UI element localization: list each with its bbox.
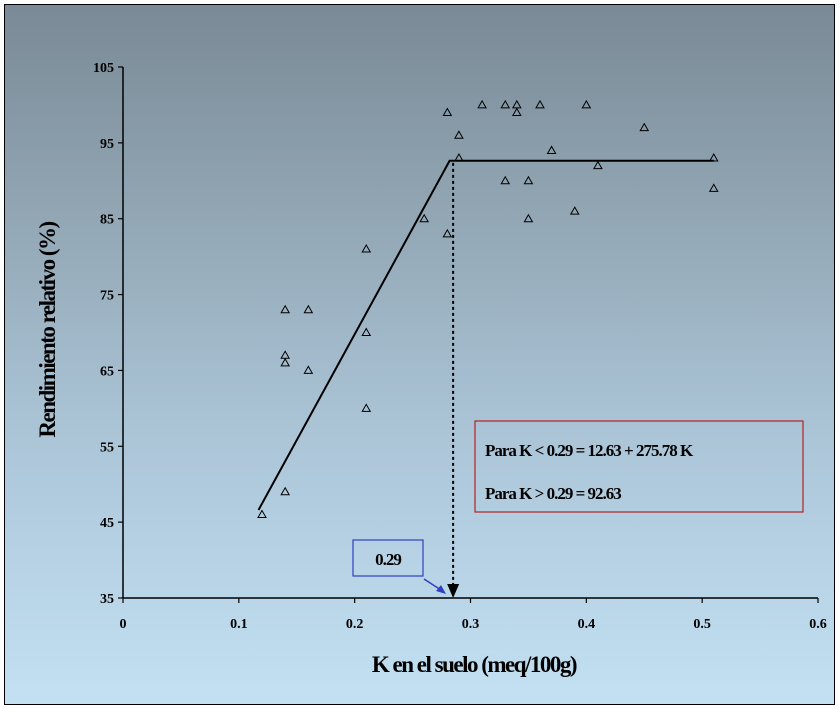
label-pointer-line <box>423 578 442 591</box>
x-tick-label-3: 0.3 <box>462 617 480 632</box>
equation-below-breakpoint: Para K < 0.29 = 12.63 + 275.78 K <box>485 441 694 460</box>
breakpoint-group <box>423 162 460 598</box>
data-point-5 <box>303 304 314 314</box>
breakpoint-label-frame <box>352 539 424 577</box>
x-tick-label-4: 0.4 <box>578 617 596 632</box>
y-axis-title: Rendimiento relativo (%) <box>35 222 60 438</box>
fit-line <box>257 159 714 511</box>
label-pointer-arrowhead <box>436 585 446 594</box>
y-tick-label-7: 105 <box>93 61 114 76</box>
breakpoint-label: 0.29 <box>375 550 401 569</box>
data-point-6 <box>303 365 314 374</box>
equation-box: Para K < 0.29 = 12.63 + 275.78 K Para K … <box>474 420 804 513</box>
y-tick-label-1: 45 <box>100 516 114 531</box>
x-tick-label-6: 0.6 <box>809 617 827 632</box>
data-point-14 <box>454 153 464 162</box>
data-point-18 <box>511 99 522 109</box>
data-point-15 <box>477 99 487 109</box>
data-points <box>257 99 719 519</box>
data-point-29 <box>708 183 719 192</box>
data-point-20 <box>523 175 534 185</box>
data-point-1 <box>280 304 291 314</box>
equation-box-frame <box>474 420 804 513</box>
x-tick-label-5: 0.5 <box>693 617 711 632</box>
data-point-11 <box>442 107 453 117</box>
data-point-21 <box>523 213 534 223</box>
x-tick-label-1: 0.1 <box>230 617 248 632</box>
y-tick-label-2: 55 <box>100 440 114 455</box>
data-point-7 <box>361 244 372 253</box>
data-point-10 <box>419 213 430 223</box>
data-point-3 <box>280 357 291 367</box>
data-point-17 <box>500 175 511 185</box>
data-point-22 <box>535 99 545 109</box>
data-point-13 <box>454 130 464 139</box>
data-point-25 <box>581 99 592 109</box>
tick-marks <box>118 66 819 603</box>
y-tick-label-6: 95 <box>100 137 114 152</box>
equation-above-breakpoint: Para K > 0.29 = 92.63 <box>485 484 621 503</box>
breakpoint-label-box: 0.29 <box>352 539 424 577</box>
x-axis-title: K en el suelo (meq/100g) <box>372 652 577 677</box>
data-point-16 <box>500 99 511 109</box>
data-point-24 <box>569 206 580 215</box>
chart-area <box>4 4 835 705</box>
data-point-4 <box>280 486 291 496</box>
data-point-26 <box>593 160 603 170</box>
axes <box>122 67 818 599</box>
data-point-2 <box>280 350 291 359</box>
x-tick-label-0: 0 <box>120 617 127 632</box>
data-point-19 <box>511 107 522 117</box>
y-tick-labels: 35 45 55 65 75 85 95 105 <box>93 61 114 607</box>
x-tick-label-2: 0.2 <box>346 617 364 632</box>
data-point-12 <box>442 228 453 238</box>
y-tick-label-0: 35 <box>100 592 114 607</box>
fit-line-group <box>257 159 714 511</box>
y-tick-label-4: 75 <box>100 289 114 304</box>
y-tick-label-5: 85 <box>100 213 114 228</box>
data-point-28 <box>708 153 719 162</box>
data-point-27 <box>639 122 650 132</box>
y-tick-label-3: 65 <box>100 364 114 379</box>
data-point-9 <box>361 403 372 412</box>
breakpoint-arrowhead <box>447 584 460 598</box>
data-point-8 <box>361 327 372 336</box>
data-point-23 <box>546 145 557 154</box>
data-point-0 <box>257 509 267 519</box>
x-tick-labels: 0 0.1 0.2 0.3 0.4 0.5 0.6 <box>120 617 827 632</box>
